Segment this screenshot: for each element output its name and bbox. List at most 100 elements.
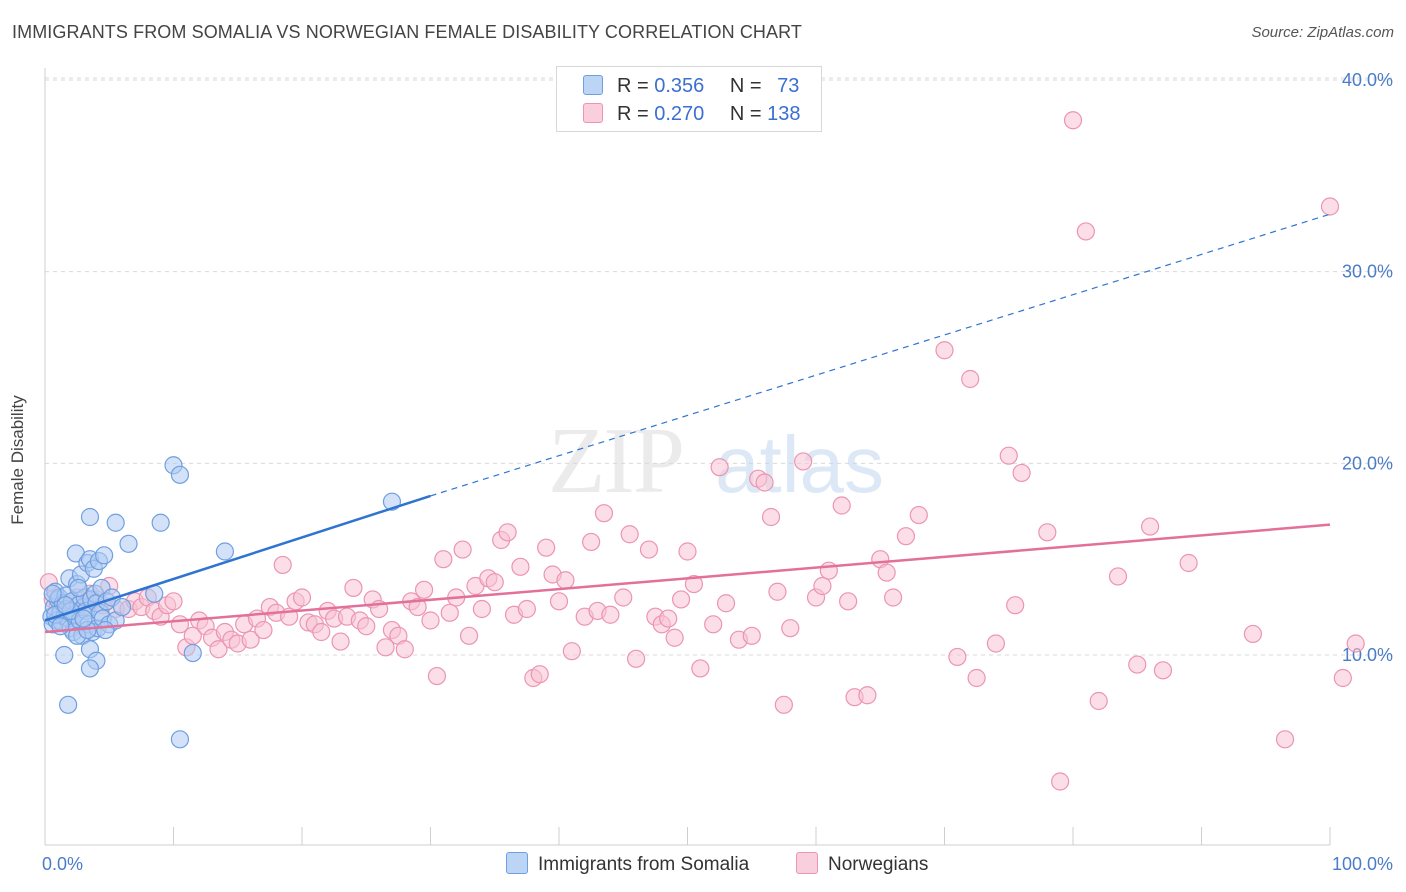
norwegian-point — [1179, 553, 1198, 573]
norwegian-point — [459, 626, 479, 645]
axes — [44, 68, 1331, 846]
y-tick-labels: 10.0%20.0%30.0%40.0% — [1342, 70, 1393, 665]
norwegian-point — [485, 573, 504, 592]
somalia-point — [69, 578, 88, 598]
norwegian-point — [1153, 661, 1173, 680]
somalia-point — [106, 513, 125, 532]
somalia-point — [80, 507, 100, 527]
norwegian-point — [273, 555, 292, 575]
norwegian-point — [883, 588, 903, 607]
somalia-point — [183, 643, 202, 663]
norwegian-point — [376, 638, 395, 657]
norwegian-point — [1128, 655, 1147, 674]
bottom-legend-label-somalia: Immigrants from Somalia — [538, 854, 750, 875]
legend-row-norwegian: R = 0.270 N = 138 — [583, 103, 801, 126]
norwegian-point — [671, 590, 691, 609]
norwegian-point — [421, 611, 440, 630]
norwegian-point — [710, 458, 729, 477]
somalia-point — [55, 645, 74, 665]
legend-n-label: N = — [729, 103, 762, 125]
norwegian-point — [1076, 222, 1095, 241]
somalia-trend-line — [44, 494, 431, 622]
norwegian-point — [967, 668, 986, 688]
norwegian-point — [896, 527, 916, 546]
norwegian-point — [614, 588, 633, 607]
norwegian-point — [414, 580, 434, 599]
somalia-point — [151, 513, 170, 532]
norwegian-point — [768, 582, 787, 601]
norwegian-point — [537, 538, 556, 557]
somalia-point — [74, 609, 93, 628]
norwegian-point — [1320, 197, 1340, 216]
norwegian-point — [434, 550, 453, 569]
norwegian-point — [761, 507, 781, 527]
norwegian-point — [839, 592, 858, 611]
legend-n-label: N = — [729, 75, 762, 97]
y-tick-label: 30.0% — [1342, 262, 1393, 282]
watermark-zip: ZIP — [548, 409, 683, 513]
legend-swatch-somalia — [583, 75, 603, 95]
norwegian-point — [1108, 567, 1128, 586]
norwegian-point — [716, 594, 736, 613]
legend-r-label: R = — [617, 75, 649, 97]
bottom-legend-swatch-norwegian — [796, 852, 818, 874]
legend-r-value: 0.356 — [654, 75, 705, 97]
somalia-point — [170, 730, 190, 749]
y-tick-label: 40.0% — [1342, 70, 1393, 90]
bottom-legend-somalia: Immigrants from Somalia — [506, 852, 749, 876]
norwegian-point — [562, 642, 581, 661]
norwegian-point — [1063, 111, 1083, 130]
somalia-point — [119, 534, 138, 553]
norwegian-point — [659, 609, 678, 628]
x-tick-label-start: 0.0% — [42, 854, 83, 874]
somalia-point — [80, 659, 100, 678]
legend-r-label: R = — [617, 103, 649, 125]
norwegian-point — [556, 571, 575, 590]
norwegian-point — [1346, 634, 1365, 653]
norwegian-point — [620, 525, 639, 544]
norwegian-point — [665, 628, 684, 647]
norwegian-point — [408, 597, 427, 617]
legend-n-value: 138 — [767, 103, 801, 125]
norwegian-point — [832, 496, 851, 515]
norwegian-point — [357, 617, 376, 636]
norwegian-point — [582, 532, 601, 552]
norwegian-point — [1243, 624, 1263, 644]
norwegian-point — [1089, 691, 1108, 711]
norwegian-point — [498, 523, 517, 542]
norwegian-point — [1012, 463, 1031, 483]
legend-r-value: 0.270 — [654, 103, 705, 125]
somalia-point — [43, 584, 62, 603]
norwegian-point — [626, 649, 646, 668]
x-tick-labels: 0.0% 100.0% — [42, 854, 1393, 874]
norwegian-point — [1006, 596, 1025, 615]
norwegian-point — [999, 446, 1018, 465]
somalia-point — [215, 542, 234, 561]
norwegian-point — [948, 647, 967, 667]
norwegian-point — [813, 576, 832, 596]
legend-row-somalia: R = 0.356 N = 73 — [583, 75, 799, 98]
norwegian-point — [935, 341, 954, 360]
norwegian-point — [254, 620, 273, 640]
norwegian-point — [909, 505, 928, 525]
chart-title: IMMIGRANTS FROM SOMALIA VS NORWEGIAN FEM… — [12, 22, 802, 42]
norwegian-point — [395, 640, 414, 659]
norwegian-point — [511, 557, 530, 576]
norwegian-point — [472, 599, 491, 619]
norwegian-point — [440, 603, 459, 622]
norwegian-point — [774, 695, 793, 714]
norwegian-point — [427, 666, 447, 686]
norwegian-point — [601, 605, 620, 624]
norwegian-point — [530, 665, 549, 684]
norwegian-point — [331, 632, 350, 651]
norwegian-trend-line — [44, 523, 1331, 634]
norwegian-point — [1275, 730, 1295, 749]
norwegian-point — [209, 640, 228, 659]
norwegian-point — [1333, 668, 1352, 688]
somalia-point — [59, 695, 78, 714]
somalia-point — [112, 597, 132, 617]
norwegian-point — [678, 542, 697, 561]
bottom-legend-norwegian: Norwegians — [796, 852, 928, 876]
somalia-point — [170, 465, 190, 484]
